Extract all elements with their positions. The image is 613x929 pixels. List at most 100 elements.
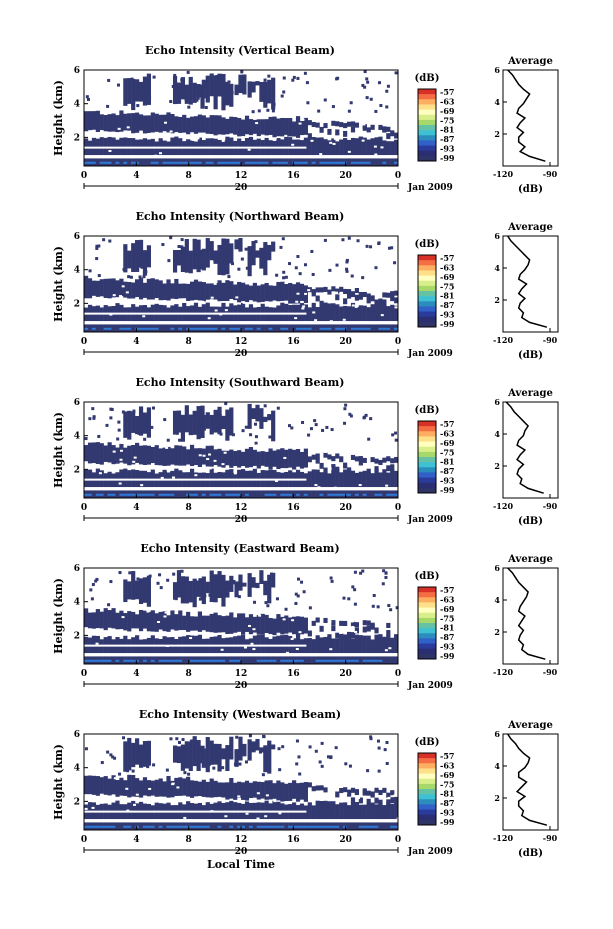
echo-cell (182, 161, 187, 164)
echo-cell (292, 659, 297, 662)
clear-speck (283, 456, 287, 459)
x-tick-label: 16 (287, 337, 300, 347)
echo-speck (365, 244, 369, 248)
echo-cell (146, 158, 151, 166)
echo-cell (386, 630, 391, 636)
echo-cell (280, 635, 285, 654)
clear-speck (358, 484, 362, 487)
echo-cell (146, 245, 151, 268)
echo-speck (237, 267, 241, 271)
echo-cell (123, 447, 128, 464)
echo-speck (232, 579, 236, 583)
echo-cell (331, 305, 336, 322)
x-tick-label: 0 (395, 503, 401, 513)
echo-cell (315, 295, 320, 302)
echo-cell (158, 114, 163, 133)
echo-cell (366, 635, 371, 654)
echo-cell (378, 799, 383, 806)
echo-cell (319, 327, 324, 330)
echo-cell (248, 285, 254, 301)
echo-speck (225, 589, 229, 593)
echo-cell (284, 327, 289, 330)
echo-cell (295, 616, 301, 636)
echo-speck (364, 413, 368, 417)
echo-cell (366, 790, 371, 796)
echo-cell (186, 611, 191, 632)
echo-cell (233, 117, 238, 135)
echo-cell (307, 782, 312, 788)
echo-cell (288, 137, 293, 156)
echo-cell (170, 283, 175, 299)
panel-1: Echo Intensity (Vertical Beam)246Height … (52, 44, 559, 195)
echo-cell (221, 490, 226, 498)
echo-speck (169, 236, 173, 240)
echo-cell (244, 448, 250, 468)
echo-speck (374, 109, 378, 113)
echo-cell (358, 656, 363, 664)
clear-speck (235, 296, 239, 299)
echo-cell (111, 656, 116, 664)
echo-cell (394, 305, 399, 322)
echo-cell (193, 493, 199, 496)
clear-speck (319, 153, 323, 156)
x-tick-label: 0 (395, 669, 401, 679)
echo-speck (330, 579, 334, 583)
echo-cell (115, 490, 120, 498)
echo-cell (343, 462, 348, 469)
echo-cell (103, 327, 108, 330)
echo-cell (346, 121, 352, 127)
echo-cell (189, 825, 195, 828)
echo-speck (301, 420, 305, 424)
echo-speck (291, 78, 295, 82)
echo-cell (166, 775, 171, 798)
echo-cell (233, 327, 238, 330)
echo-speck (213, 587, 217, 591)
echo-cell (260, 782, 265, 799)
echo-cell (95, 158, 100, 166)
echo-cell (346, 468, 352, 488)
colorbar-tick-label: -69 (440, 770, 455, 780)
echo-cell (238, 736, 243, 761)
echo-speck (183, 593, 187, 597)
profile-y-tick-label: 6 (494, 65, 500, 75)
echo-cell (197, 781, 203, 797)
echo-cell (193, 116, 199, 134)
echo-cell (142, 777, 148, 796)
echo-cell (323, 800, 328, 807)
echo-speck (345, 267, 349, 271)
echo-cell (115, 612, 120, 630)
y-tick-label: 6 (74, 66, 80, 76)
echo-cell (335, 141, 340, 156)
colorbar-frame (417, 88, 437, 162)
echo-cell (217, 659, 222, 662)
echo-cell (394, 802, 399, 820)
echo-cell (166, 446, 171, 466)
echo-cell (193, 616, 199, 631)
echo-speck (348, 412, 352, 416)
echo-speck (385, 105, 389, 109)
clear-speck (333, 486, 337, 489)
echo-cell (205, 581, 210, 594)
echo-cell (374, 458, 379, 464)
echo-heatmap (84, 402, 399, 498)
echo-cell (362, 305, 367, 322)
echo-speck (394, 431, 398, 435)
echo-cell (87, 659, 93, 662)
echo-cell (107, 493, 112, 496)
echo-cell (197, 448, 203, 467)
echo-cell (135, 112, 140, 133)
echo-speck (251, 110, 255, 114)
clear-speck (328, 621, 332, 624)
echo-speck (347, 236, 351, 240)
echo-speck (166, 438, 170, 442)
colorbar-tick-label: -93 (440, 476, 455, 486)
echo-cell (339, 306, 344, 322)
clear-speck (176, 786, 180, 789)
echo-cell (284, 634, 289, 654)
colorbar-tick-label: -99 (440, 485, 455, 495)
colorbar-tick-label: -93 (440, 642, 455, 652)
echo-speck (353, 570, 357, 574)
echo-cell (241, 302, 246, 322)
echo-cell (192, 82, 197, 103)
echo-cell (390, 458, 395, 464)
